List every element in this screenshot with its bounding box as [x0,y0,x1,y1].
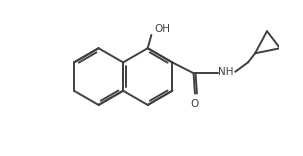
Text: O: O [191,99,199,109]
Text: NH: NH [218,67,234,77]
Text: OH: OH [154,24,170,34]
